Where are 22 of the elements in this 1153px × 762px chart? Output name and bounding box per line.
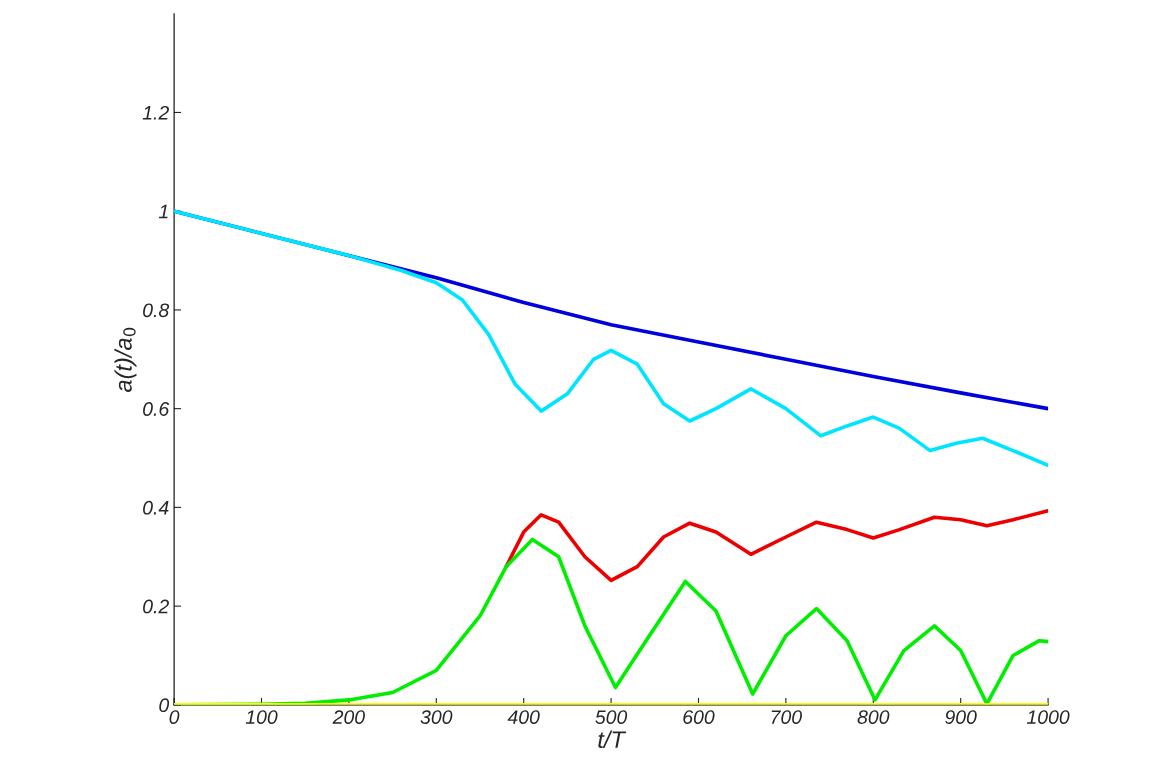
x-tick-label: 100 bbox=[245, 710, 278, 724]
y-tick-label: 0.4 bbox=[143, 500, 169, 515]
line-series bbox=[504, 509, 1049, 583]
x-tick-label: 700 bbox=[771, 710, 802, 724]
line-series bbox=[174, 209, 1049, 468]
y-tick-label: 0.2 bbox=[143, 599, 169, 614]
x-tick-label: 0 bbox=[169, 710, 180, 724]
x-tick-label: 200 bbox=[332, 710, 365, 724]
y-tick-label: 1.2 bbox=[142, 105, 169, 120]
x-tick-label: 300 bbox=[420, 710, 453, 724]
x-tick-label: 600 bbox=[683, 710, 715, 724]
y-axis-title: a(t)/a$_{0}$ bbox=[114, 327, 137, 393]
y-tick-label: 0.6 bbox=[143, 402, 170, 416]
x-tick-label: 1000 bbox=[1026, 710, 1070, 724]
x-tick-label: 800 bbox=[857, 710, 890, 724]
x-tick-label: 400 bbox=[507, 710, 540, 724]
x-tick-label: 500 bbox=[595, 710, 628, 724]
x-tick-label: 900 bbox=[945, 710, 977, 724]
y-tick-label: 0 bbox=[159, 698, 170, 713]
y-tick-label: 1 bbox=[158, 204, 168, 219]
x-axis-title: t/T bbox=[598, 730, 627, 748]
y-tick-label: 0.8 bbox=[143, 303, 170, 318]
